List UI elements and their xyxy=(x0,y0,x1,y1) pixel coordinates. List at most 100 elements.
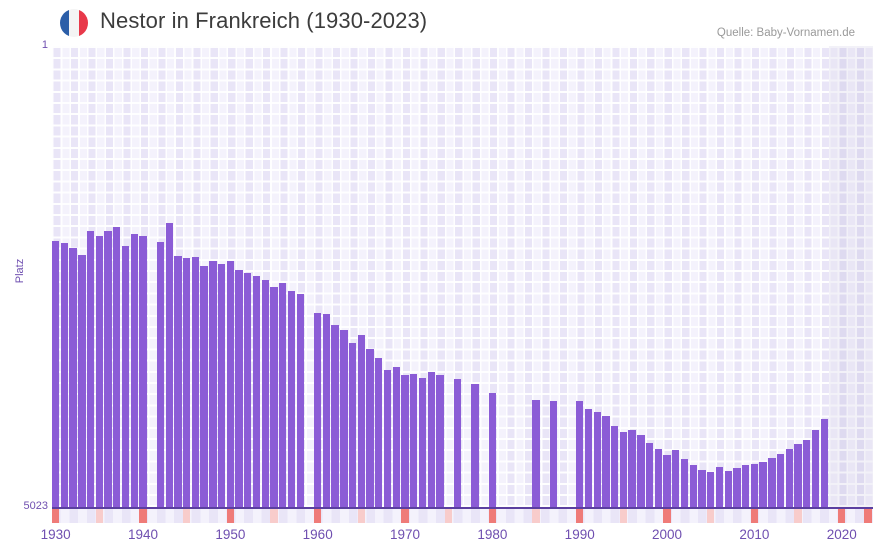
bar[interactable] xyxy=(628,430,636,508)
bar[interactable] xyxy=(680,459,689,508)
x-axis-tick-label: 1990 xyxy=(564,527,595,542)
flag-band-blue xyxy=(60,9,70,37)
bar[interactable] xyxy=(279,283,287,508)
bar[interactable] xyxy=(235,270,243,508)
bar[interactable] xyxy=(768,458,776,508)
bar[interactable] xyxy=(357,335,366,508)
bar[interactable] xyxy=(217,264,226,508)
bar[interactable] xyxy=(86,231,95,508)
bar[interactable] xyxy=(270,287,278,508)
bar[interactable] xyxy=(340,330,348,508)
source-attribution: Quelle: Baby-Vornamen.de xyxy=(716,27,855,39)
bar[interactable] xyxy=(637,435,645,508)
x-axis-major-tick xyxy=(838,509,846,523)
x-axis-tick-label: 2020 xyxy=(826,527,857,542)
bar[interactable] xyxy=(794,444,802,508)
bar[interactable] xyxy=(610,426,619,508)
bar[interactable] xyxy=(156,242,165,508)
bar[interactable] xyxy=(383,370,392,508)
bar[interactable] xyxy=(322,314,331,508)
bar[interactable] xyxy=(348,343,357,508)
bar[interactable] xyxy=(139,236,147,508)
bar[interactable] xyxy=(750,464,759,508)
bar[interactable] xyxy=(619,432,628,508)
bar[interactable] xyxy=(532,400,540,508)
bar[interactable] xyxy=(183,258,191,508)
bar[interactable] xyxy=(69,248,77,508)
bar[interactable] xyxy=(261,280,269,508)
bar[interactable] xyxy=(776,454,785,508)
bar[interactable] xyxy=(113,227,121,508)
x-axis-tick-label: 1940 xyxy=(127,527,159,542)
bar[interactable] xyxy=(593,412,601,508)
bar[interactable] xyxy=(733,468,741,508)
bar[interactable] xyxy=(392,367,400,508)
x-axis-major-tick xyxy=(226,509,234,523)
bar[interactable] xyxy=(707,472,715,508)
bar[interactable] xyxy=(165,223,173,508)
x-axis-major-tick xyxy=(52,509,60,523)
bar[interactable] xyxy=(602,416,610,508)
bar[interactable] xyxy=(401,375,409,508)
x-axis-major-tick xyxy=(401,509,409,523)
bar[interactable] xyxy=(287,291,296,508)
bar[interactable] xyxy=(724,471,732,508)
bar[interactable] xyxy=(803,440,811,508)
bar[interactable] xyxy=(244,273,252,508)
bar[interactable] xyxy=(654,449,662,508)
bar[interactable] xyxy=(436,375,444,508)
bar[interactable] xyxy=(375,358,383,508)
x-axis-major-tick xyxy=(750,509,759,523)
bar[interactable] xyxy=(453,379,462,508)
x-axis-tick-strip xyxy=(52,509,873,523)
bar[interactable] xyxy=(715,467,724,508)
bar[interactable] xyxy=(226,261,234,508)
bar[interactable] xyxy=(296,294,304,508)
bar[interactable] xyxy=(78,255,86,508)
page-title: Nestor in Frankreich (1930-2023) xyxy=(100,8,428,33)
bar[interactable] xyxy=(314,313,322,508)
bar[interactable] xyxy=(759,462,767,508)
bar[interactable] xyxy=(427,372,435,508)
bar[interactable] xyxy=(52,241,60,508)
bar[interactable] xyxy=(785,449,793,508)
x-axis-major-tick xyxy=(314,509,322,523)
bar[interactable] xyxy=(331,325,339,508)
bar[interactable] xyxy=(366,349,374,508)
bar[interactable] xyxy=(410,374,418,508)
bar[interactable] xyxy=(418,378,427,508)
bar[interactable] xyxy=(471,384,479,508)
bar[interactable] xyxy=(549,401,558,508)
bar[interactable] xyxy=(174,256,182,508)
bar[interactable] xyxy=(200,266,208,508)
plot-area xyxy=(52,46,873,508)
bar[interactable] xyxy=(811,430,820,508)
x-axis-major-tick xyxy=(864,509,872,523)
bar[interactable] xyxy=(60,243,69,508)
bar[interactable] xyxy=(576,401,584,508)
bar[interactable] xyxy=(95,236,103,508)
bar[interactable] xyxy=(820,419,828,508)
x-axis-tick-label: 1960 xyxy=(302,527,333,542)
bar[interactable] xyxy=(104,231,112,508)
bar[interactable] xyxy=(672,450,680,508)
bar[interactable] xyxy=(252,276,261,508)
bar[interactable] xyxy=(663,455,671,508)
bar[interactable] xyxy=(209,261,217,508)
bar[interactable] xyxy=(698,470,706,508)
bar[interactable] xyxy=(584,409,593,508)
bar[interactable] xyxy=(130,234,138,508)
bar[interactable] xyxy=(689,465,697,508)
x-axis-minor-tick xyxy=(619,509,628,523)
x-axis-minor-tick xyxy=(445,509,453,523)
flag-band-white xyxy=(69,9,79,37)
bar[interactable] xyxy=(191,257,200,508)
bar[interactable] xyxy=(121,246,130,508)
x-axis-tick-label: 1980 xyxy=(477,527,508,542)
bar[interactable] xyxy=(488,393,497,508)
bar[interactable] xyxy=(741,465,750,508)
no-data-region-overlay xyxy=(829,46,873,508)
bar[interactable] xyxy=(645,443,654,508)
y-axis-tick-top: 1 xyxy=(41,39,48,51)
